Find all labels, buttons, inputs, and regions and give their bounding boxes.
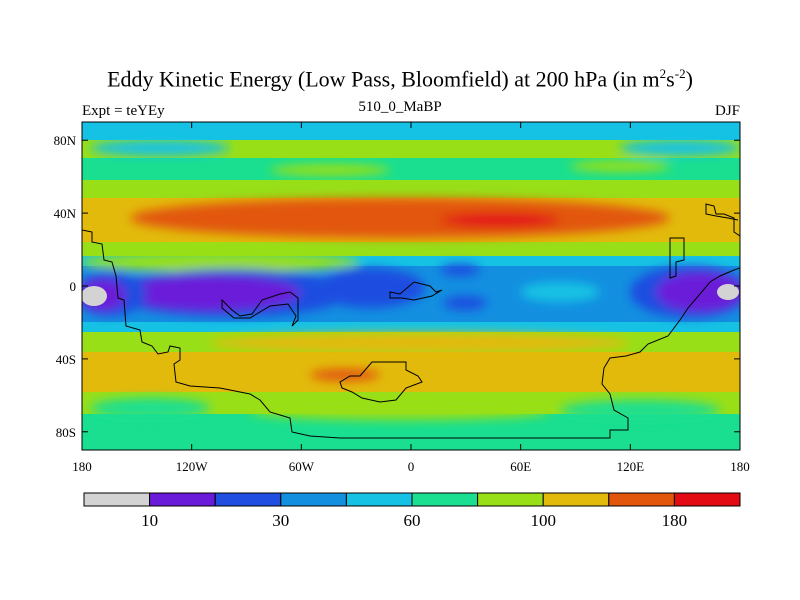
season-label: DJF [714, 103, 740, 119]
colorbar-label: 180 [662, 511, 688, 530]
x-axis-ticks: 180 120W 60W 0 60E 120E 180 [72, 122, 750, 474]
colorbar-swatch [542, 492, 610, 507]
colorbar-swatch [83, 492, 151, 507]
colorbar-label: 60 [404, 511, 421, 530]
colorbar-swatch [608, 492, 675, 507]
colorbar-label: 10 [141, 511, 158, 530]
x-tick-label: 120W [176, 459, 209, 474]
contour-field [82, 122, 740, 450]
x-tick-label: 120E [617, 459, 645, 474]
y-tick-label: 80N [54, 133, 77, 148]
x-tick-label: 180 [72, 459, 92, 474]
colorbar-swatch [477, 492, 544, 507]
colorbar-label: 30 [272, 511, 289, 530]
continent-outlines [82, 203, 740, 439]
colorbar-swatch [673, 492, 741, 507]
x-tick-label: 60E [510, 459, 531, 474]
colorbar-swatch [214, 492, 282, 507]
colorbar: 10 30 60 100 180 [83, 492, 741, 530]
y-tick-label: 40N [54, 206, 77, 221]
colorbar-swatch [411, 492, 479, 507]
colorbar-swatch [149, 492, 216, 507]
map-title: Eddy Kinetic Energy (Low Pass, Bloomfiel… [107, 66, 693, 92]
x-tick-label: 60W [289, 459, 315, 474]
y-tick-label: 0 [70, 279, 77, 294]
y-tick-label: 40S [56, 352, 76, 367]
period-label: 510_0_MaBP [358, 99, 442, 115]
y-axis-ticks: 80N 40N 0 40S 80S [54, 133, 740, 440]
colorbar-swatch [345, 492, 413, 507]
x-tick-label: 180 [730, 459, 750, 474]
colorbar-swatch [280, 492, 347, 507]
colorbar-label: 100 [530, 511, 556, 530]
experiment-label: Expt = teYEy [82, 103, 165, 119]
y-tick-label: 80S [56, 425, 76, 440]
x-tick-label: 0 [408, 459, 415, 474]
